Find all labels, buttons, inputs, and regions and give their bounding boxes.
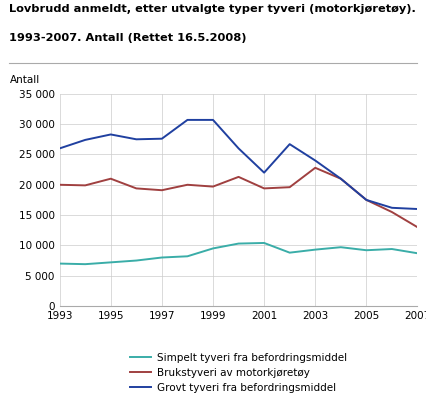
Legend: Simpelt tyveri fra befordringsmiddel, Brukstyveri av motorkjøretøy, Grovt tyveri: Simpelt tyveri fra befordringsmiddel, Br… xyxy=(127,348,351,397)
Text: 1993-2007. Antall (Rettet 16.5.2008): 1993-2007. Antall (Rettet 16.5.2008) xyxy=(9,33,246,43)
Text: Antall: Antall xyxy=(9,75,40,85)
Text: Lovbrudd anmeldt, etter utvalgte typer tyveri (motorkjøretøy).: Lovbrudd anmeldt, etter utvalgte typer t… xyxy=(9,4,415,14)
